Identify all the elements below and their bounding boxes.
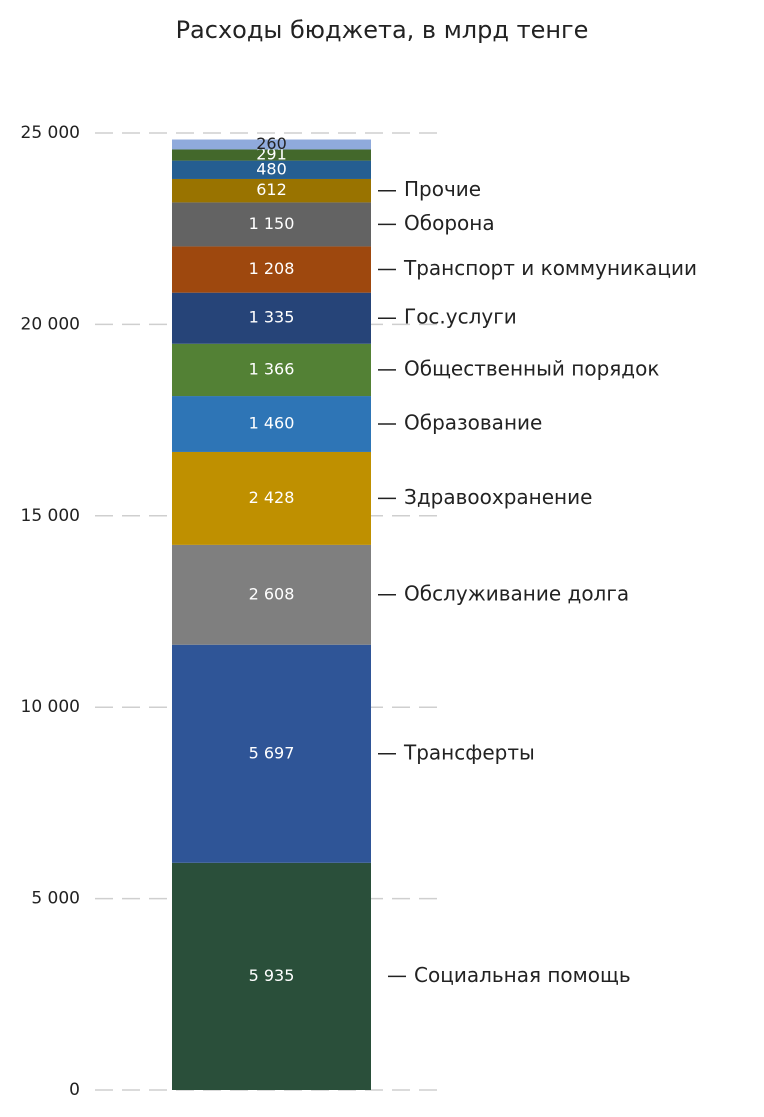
segment-label: Здравоохранение <box>404 485 592 509</box>
value-label: 1 208 <box>249 259 295 278</box>
value-label: 5 935 <box>249 966 295 985</box>
segment-label: Социальная помощь <box>414 963 631 987</box>
bar-segment <box>172 343 371 397</box>
chart-title: Расходы бюджета, в млрд тенге <box>176 16 589 44</box>
value-label: 480 <box>256 159 287 178</box>
bar-segment <box>172 862 371 1090</box>
segment-label: Образование <box>404 411 542 435</box>
bar-segment <box>172 644 371 863</box>
value-label: 1 150 <box>249 214 295 233</box>
y-tick-label: 25 000 <box>21 123 80 143</box>
bar-segment <box>172 396 371 452</box>
bar-segment <box>172 178 371 203</box>
y-tick-label: 5 000 <box>31 889 80 909</box>
segment-label: Гос.услуги <box>404 305 517 329</box>
bar-segment <box>172 160 371 179</box>
bar-segment <box>172 451 371 545</box>
value-label: 1 335 <box>249 308 295 327</box>
value-label: 5 697 <box>249 743 295 762</box>
segment-label: Обслуживание долга <box>404 581 629 605</box>
bar-segment <box>172 149 371 161</box>
segment-label: Транспорт и коммуникации <box>403 256 697 280</box>
y-tick-label: 20 000 <box>21 314 80 334</box>
y-tick-label: 10 000 <box>21 697 80 717</box>
value-label: 1 366 <box>249 359 295 378</box>
value-label: 612 <box>256 180 287 199</box>
bar-segment <box>172 139 371 150</box>
bar-segment <box>172 202 371 247</box>
y-tick-label: 15 000 <box>21 506 80 526</box>
value-label: 2 428 <box>249 488 295 507</box>
segment-label: Прочие <box>404 177 481 201</box>
y-tick-label: 0 <box>69 1080 80 1100</box>
value-label: 2 608 <box>249 584 295 603</box>
bar-segment <box>172 544 371 645</box>
value-label: 1 460 <box>249 414 295 433</box>
segment-label: Трансферты <box>403 740 535 764</box>
segment-label: Общественный порядок <box>404 356 659 380</box>
bar-segment <box>172 292 371 344</box>
value-label: 260 <box>256 134 287 153</box>
bar-segment <box>172 246 371 293</box>
segment-label: Оборона <box>404 211 495 235</box>
